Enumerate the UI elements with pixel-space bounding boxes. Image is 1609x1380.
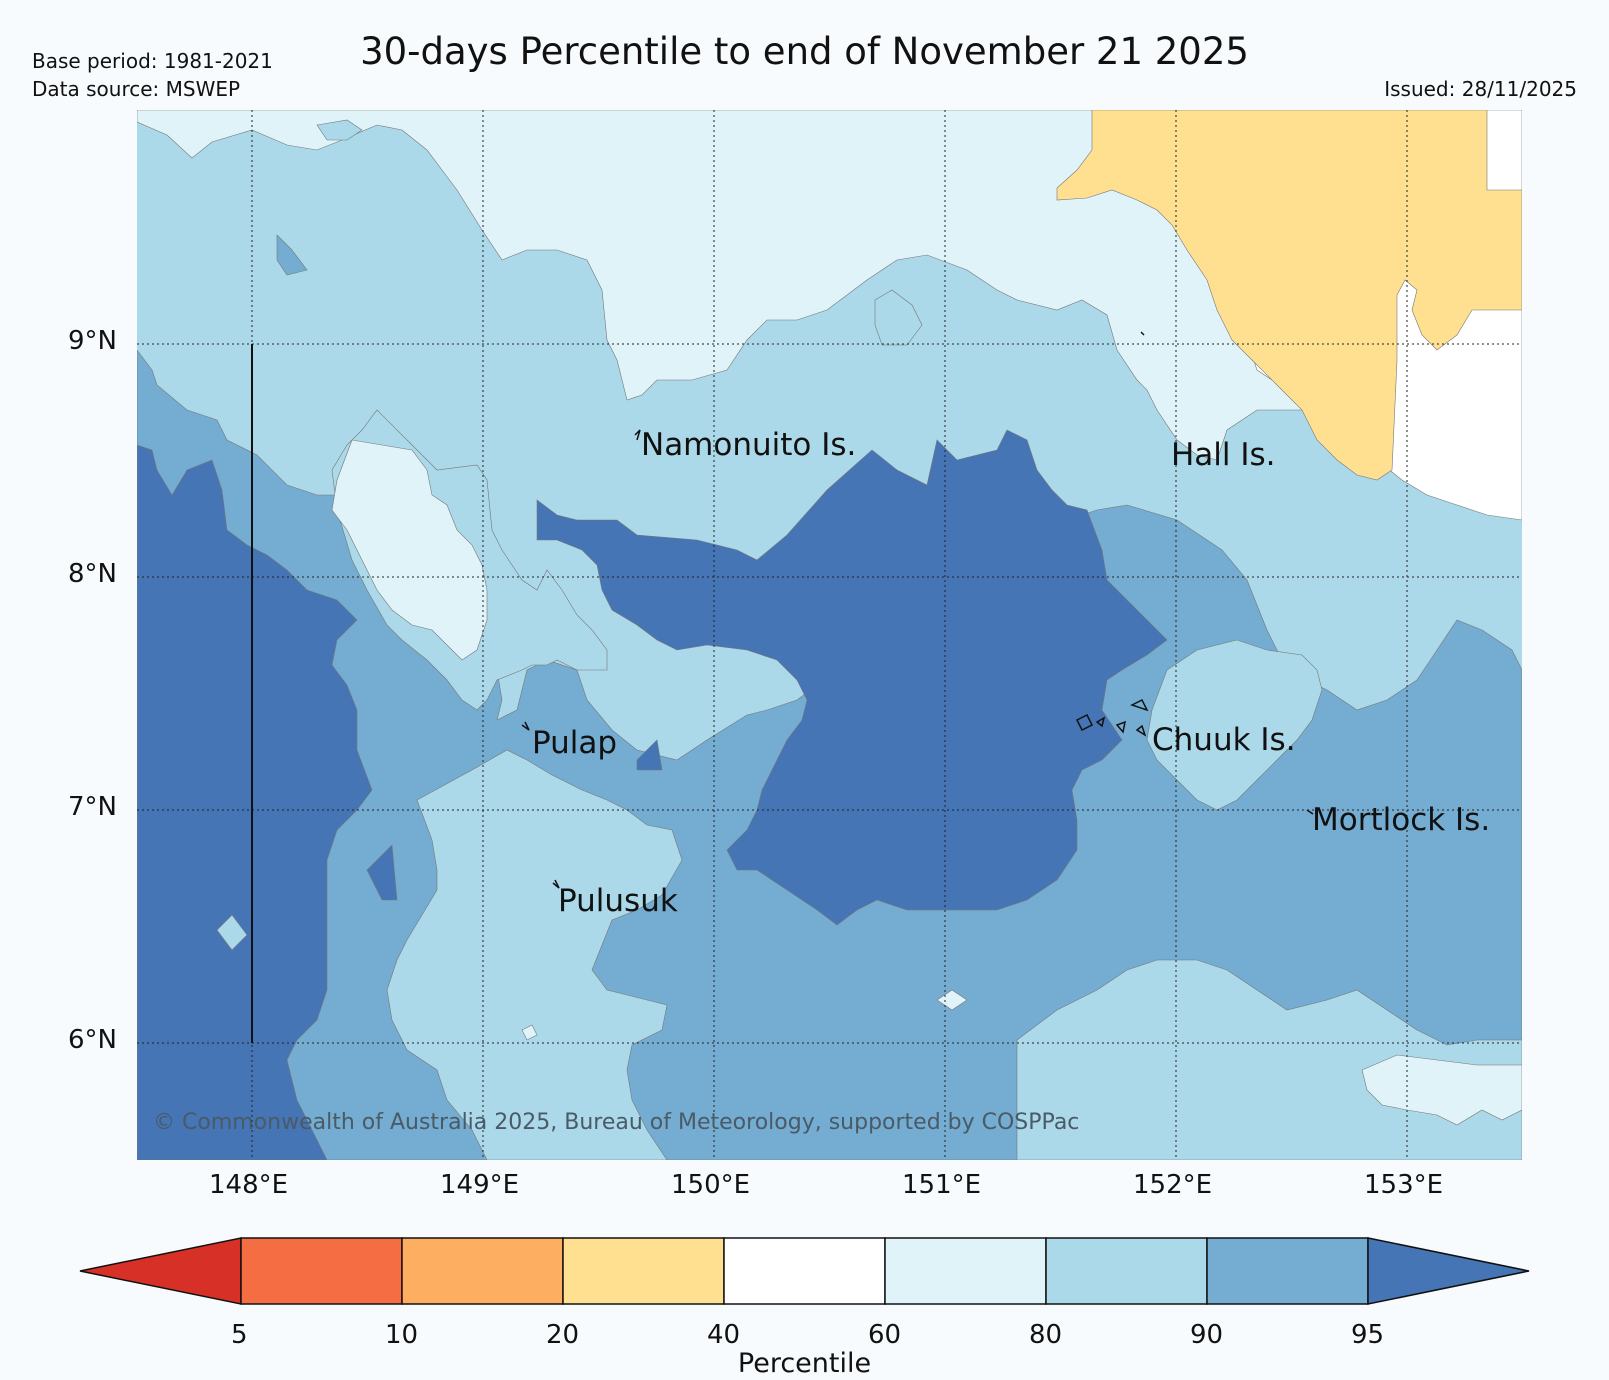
- lon-label-151e: 151°E: [902, 1170, 982, 1200]
- colorbar-bin-40-60: [723, 1237, 886, 1305]
- lat-label-7n: 7°N: [68, 792, 117, 822]
- lat-label-8n: 8°N: [68, 559, 117, 589]
- place-label-pulap: Pulap: [532, 725, 618, 761]
- region-80-90-south-center: [386, 749, 683, 1160]
- colorbar-bin-lt5: [79, 1237, 242, 1305]
- colorbar-bin-80-90: [1045, 1237, 1208, 1305]
- colorbar-bin-20-40: [562, 1237, 725, 1305]
- region-90-95-blob-1: [276, 234, 308, 276]
- region-60-80-blob-2: [521, 1024, 538, 1041]
- copyright-notice: © Commonwealth of Australia 2025, Bureau…: [153, 1110, 1080, 1135]
- base-period: Base period: 1981-2021: [32, 49, 273, 73]
- colorbar-bin-90-95: [1206, 1237, 1369, 1305]
- lon-label-150e: 150°E: [671, 1170, 751, 1200]
- colorbar-tick-5: 5: [231, 1320, 248, 1350]
- region-80-90-southeast: [1016, 959, 1522, 1160]
- region-above-95-blob-1: [636, 739, 663, 771]
- colorbar: [79, 1237, 1530, 1305]
- graticule: [137, 110, 1522, 1160]
- issued-date: Issued: 28/11/2025: [1384, 77, 1577, 101]
- data-source: Data source: MSWEP: [32, 77, 241, 101]
- lon-label-148e: 148°E: [209, 1170, 289, 1200]
- colorbar-bin-60-80: [884, 1237, 1047, 1305]
- colorbar-tick-95: 95: [1351, 1320, 1385, 1350]
- region-60-80-southeast-pocket: [1361, 1054, 1522, 1126]
- lon-label-149e: 149°E: [440, 1170, 520, 1200]
- region-60-80-west-pocket: [331, 439, 488, 661]
- region-above-95-blob-2: [366, 844, 398, 901]
- percentile-map: [137, 110, 1522, 1160]
- colorbar-bin-5-10: [240, 1237, 403, 1305]
- region-80-90-blob-1: [216, 914, 248, 951]
- place-label-hall: Hall Is.: [1171, 437, 1276, 473]
- colorbar-tick-80: 80: [1029, 1320, 1063, 1350]
- place-label-chuuk: Chuuk Is.: [1152, 722, 1296, 758]
- place-label-pulusuk: Pulusuk: [558, 883, 678, 919]
- region-above-95-central: [536, 429, 1168, 926]
- lon-label-152e: 152°E: [1133, 1170, 1213, 1200]
- region-80-90-blob-3: [316, 119, 363, 141]
- region-20-40-northeast: [1056, 110, 1522, 481]
- place-label-mortlock: Mortlock Is.: [1312, 802, 1491, 838]
- colorbar-bin-gt95: [1367, 1237, 1530, 1305]
- region-above-95-west: [137, 444, 373, 1160]
- lon-label-153e: 153°E: [1364, 1170, 1444, 1200]
- region-80-90-east: [1146, 639, 1323, 811]
- island-outlines: [521, 331, 1314, 889]
- colorbar-tick-90: 90: [1190, 1320, 1224, 1350]
- colorbar-bin-10-20: [401, 1237, 564, 1305]
- colorbar-tick-40: 40: [707, 1320, 741, 1350]
- lat-label-6n: 6°N: [68, 1025, 117, 1055]
- colorbar-tick-60: 60: [868, 1320, 902, 1350]
- colorbar-title: Percentile: [737, 1348, 872, 1379]
- map-title: 30-days Percentile to end of November 21…: [360, 30, 1249, 73]
- colorbar-tick-20: 20: [546, 1320, 580, 1350]
- lat-label-9n: 9°N: [68, 326, 117, 356]
- place-label-namonuito: Namonuito Is.: [641, 427, 857, 463]
- colorbar-tick-10: 10: [385, 1320, 419, 1350]
- region-80-90-blob-2: [874, 289, 923, 346]
